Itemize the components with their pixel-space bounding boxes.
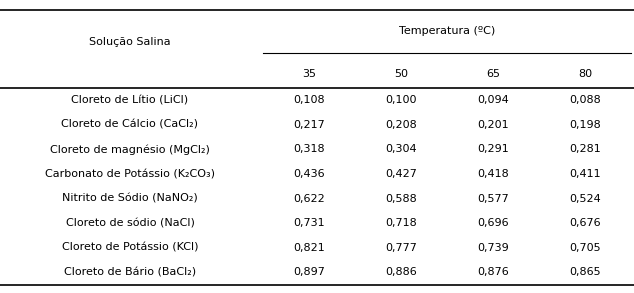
Text: 0,411: 0,411 <box>569 169 600 179</box>
Text: 0,291: 0,291 <box>477 144 509 154</box>
Text: 0,588: 0,588 <box>385 194 417 204</box>
Text: Cloreto de Potássio (KCl): Cloreto de Potássio (KCl) <box>61 243 198 253</box>
Text: 0,208: 0,208 <box>385 120 417 130</box>
Text: 0,718: 0,718 <box>385 218 417 228</box>
Text: 0,865: 0,865 <box>569 268 600 277</box>
Text: 0,524: 0,524 <box>569 194 601 204</box>
Text: 80: 80 <box>578 69 592 79</box>
Text: Cloreto de sódio (NaCl): Cloreto de sódio (NaCl) <box>65 218 195 228</box>
Text: Solução Salina: Solução Salina <box>89 37 171 47</box>
Text: 0,100: 0,100 <box>385 95 417 105</box>
Text: 0,577: 0,577 <box>477 194 509 204</box>
Text: 50: 50 <box>394 69 408 79</box>
Text: 0,739: 0,739 <box>477 243 509 253</box>
Text: Cloreto de magnésio (MgCl₂): Cloreto de magnésio (MgCl₂) <box>50 144 210 155</box>
Text: Carbonato de Potássio (K₂CO₃): Carbonato de Potássio (K₂CO₃) <box>45 169 215 179</box>
Text: 0,318: 0,318 <box>294 144 325 154</box>
Text: 0,436: 0,436 <box>294 169 325 179</box>
Text: 0,201: 0,201 <box>477 120 508 130</box>
Text: 0,281: 0,281 <box>569 144 601 154</box>
Text: 0,217: 0,217 <box>293 120 325 130</box>
Text: 0,696: 0,696 <box>477 218 508 228</box>
Text: 0,897: 0,897 <box>293 268 325 277</box>
Text: Temperatura (ºC): Temperatura (ºC) <box>399 26 495 36</box>
Text: 0,108: 0,108 <box>294 95 325 105</box>
Text: 0,731: 0,731 <box>294 218 325 228</box>
Text: 0,198: 0,198 <box>569 120 601 130</box>
Text: 0,094: 0,094 <box>477 95 509 105</box>
Text: 0,886: 0,886 <box>385 268 417 277</box>
Text: Cloreto de Lítio (LiCl): Cloreto de Lítio (LiCl) <box>72 95 188 105</box>
Text: 35: 35 <box>302 69 316 79</box>
Text: 0,427: 0,427 <box>385 169 417 179</box>
Text: Nitrito de Sódio (NaNO₂): Nitrito de Sódio (NaNO₂) <box>62 194 198 204</box>
Text: 0,777: 0,777 <box>385 243 417 253</box>
Text: 0,304: 0,304 <box>385 144 417 154</box>
Text: Cloreto de Bário (BaCl₂): Cloreto de Bário (BaCl₂) <box>64 268 196 277</box>
Text: 0,622: 0,622 <box>293 194 325 204</box>
Text: 0,705: 0,705 <box>569 243 600 253</box>
Text: 0,088: 0,088 <box>569 95 601 105</box>
Text: 0,876: 0,876 <box>477 268 509 277</box>
Text: 0,418: 0,418 <box>477 169 509 179</box>
Text: 0,676: 0,676 <box>569 218 600 228</box>
Text: 65: 65 <box>486 69 500 79</box>
Text: Cloreto de Cálcio (CaCl₂): Cloreto de Cálcio (CaCl₂) <box>61 120 198 130</box>
Text: 0,821: 0,821 <box>293 243 325 253</box>
